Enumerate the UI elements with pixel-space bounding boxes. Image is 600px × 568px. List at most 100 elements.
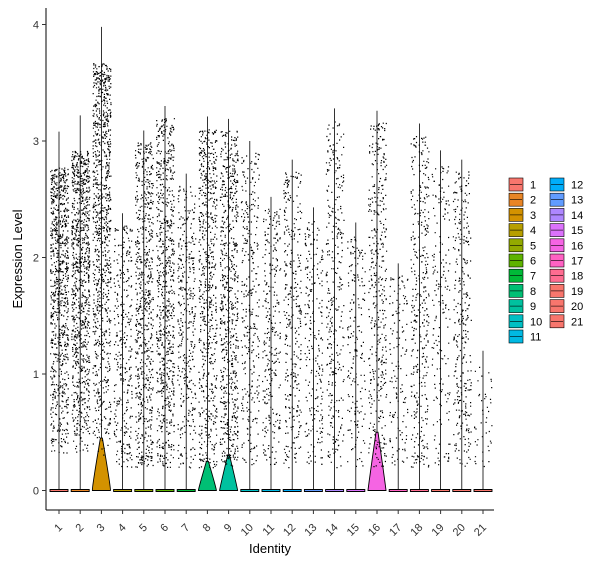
legend-item-5: 5 <box>508 238 536 252</box>
legend-label: 20 <box>571 301 583 313</box>
y-tick-label: 3 <box>33 136 39 148</box>
violin-points <box>389 275 409 466</box>
violin-points <box>431 166 451 466</box>
x-tick-label: 11 <box>261 522 278 539</box>
violin-points <box>177 185 197 469</box>
y-axis: 0 1 2 3 4 <box>33 8 47 510</box>
legend-label: 15 <box>571 225 583 237</box>
x-tick-label: 13 <box>302 522 319 539</box>
violin-points <box>219 130 239 467</box>
violin-group-17 <box>388 263 409 492</box>
violin-shape <box>240 489 260 492</box>
legend-item-10: 10 <box>508 314 542 328</box>
legend-item-2: 2 <box>508 192 536 207</box>
violin-shape <box>134 489 154 492</box>
violin-shape <box>176 489 196 492</box>
violin-points <box>368 122 388 468</box>
violin-points <box>240 152 260 466</box>
violin-points <box>113 225 133 468</box>
legend-item-18: 18 <box>549 268 583 283</box>
legend-item-20: 20 <box>549 299 583 313</box>
violin-group-4 <box>113 213 133 492</box>
x-tick-label: 10 <box>239 522 256 539</box>
x-tick-label: 7 <box>180 522 193 535</box>
violin-group-2 <box>70 115 91 492</box>
legend-item-12: 12 <box>549 177 583 192</box>
x-tick-label: 9 <box>222 522 235 535</box>
violin-points <box>474 366 493 468</box>
violin-points <box>92 63 112 456</box>
legend-label: 12 <box>571 180 583 192</box>
violin-points <box>283 171 303 469</box>
x-tick-label: 19 <box>430 522 447 539</box>
violin-shape <box>49 489 69 492</box>
x-tick-label: 3 <box>95 522 108 535</box>
x-axis: 1 2 3 4 5 6 7 8 9 10 11 12 13 14 15 16 17 18 19 20 21 <box>46 509 494 539</box>
x-tick-label: 1 <box>52 522 65 535</box>
violin-points <box>50 167 70 454</box>
legend-label: 9 <box>530 301 536 313</box>
legend-item-8: 8 <box>508 284 536 298</box>
plot-area <box>49 26 493 492</box>
violin-group-12 <box>282 159 303 492</box>
violin-points <box>304 221 324 465</box>
violin-shape <box>473 489 493 492</box>
x-tick-label: 18 <box>408 522 425 539</box>
legend-label: 8 <box>530 286 536 298</box>
violin-points <box>198 129 218 469</box>
legend-label: 11 <box>530 332 541 344</box>
legend-item-14: 14 <box>549 208 583 222</box>
x-tick-label: 14 <box>324 522 341 539</box>
y-axis-title: Expression Level <box>10 209 25 308</box>
x-tick-label: 16 <box>366 522 383 539</box>
legend-label: 1 <box>530 180 536 192</box>
violin-group-8 <box>197 116 218 491</box>
violin-group-16 <box>367 110 388 491</box>
x-tick-label: 15 <box>345 522 362 539</box>
legend-label: 4 <box>530 225 536 237</box>
violin-shape <box>282 489 302 492</box>
violin-group-11 <box>261 196 282 492</box>
legend-item-19: 19 <box>549 284 583 298</box>
violin-shape <box>452 489 472 492</box>
violin-shape <box>113 489 133 492</box>
x-tick-label: 21 <box>472 522 489 539</box>
violin-group-13 <box>303 207 324 492</box>
legend-label: 18 <box>571 271 583 283</box>
violin-group-3 <box>91 26 112 491</box>
violin-shape <box>367 431 387 491</box>
legend-label: 17 <box>571 256 583 268</box>
legend-item-15: 15 <box>549 223 583 237</box>
violin-shape <box>219 455 239 491</box>
legend-item-21: 21 <box>549 314 583 328</box>
violin-shape <box>91 437 111 491</box>
legend-item-7: 7 <box>508 268 536 283</box>
violin-points <box>410 136 430 468</box>
x-tick-label: 12 <box>281 522 298 539</box>
violin-group-14 <box>325 108 345 492</box>
legend-label: 13 <box>571 195 583 207</box>
violin-group-20 <box>452 159 472 492</box>
legend-item-3: 3 <box>508 208 536 222</box>
violin-points <box>156 118 176 468</box>
violin-group-18 <box>409 123 430 492</box>
violin-shape <box>303 489 323 492</box>
legend-label: 3 <box>530 210 536 222</box>
legend-item-13: 13 <box>549 192 583 207</box>
y-tick-label: 2 <box>33 253 39 265</box>
y-tick-label: 4 <box>33 20 39 32</box>
violin-points <box>134 142 154 468</box>
x-tick-label: 5 <box>137 522 150 535</box>
legend-label: 10 <box>530 316 542 328</box>
violin-points <box>71 150 91 453</box>
violin-group-21 <box>473 350 493 492</box>
legend-item-6: 6 <box>508 253 536 268</box>
legend-label: 21 <box>571 316 583 328</box>
violin-points <box>452 171 472 467</box>
legend-label: 7 <box>530 271 536 283</box>
x-tick-label: 8 <box>201 522 214 535</box>
legend-label: 6 <box>530 256 536 268</box>
x-axis-title: Identity <box>249 541 291 556</box>
